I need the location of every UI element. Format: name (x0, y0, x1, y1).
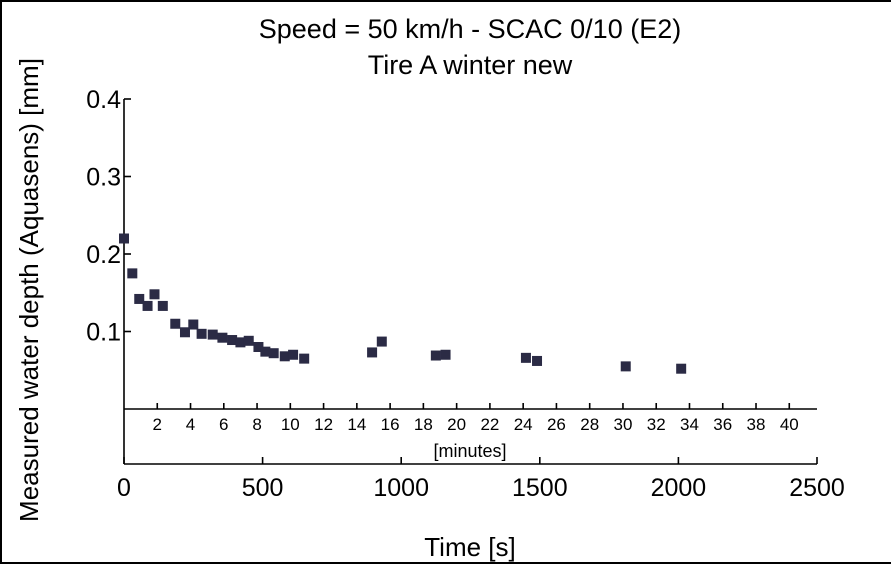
y-tick-label: 0.3 (86, 164, 121, 192)
data-point (367, 347, 378, 358)
y-tick-label: 0.4 (86, 86, 121, 114)
minutes-tick-label: 16 (381, 415, 400, 434)
minutes-tick-label: 24 (514, 415, 533, 434)
data-point (430, 350, 441, 361)
minutes-tick-label: 18 (414, 415, 433, 434)
x-axis-label: Time [s] (424, 532, 515, 562)
y-tick-label: 0.2 (86, 241, 121, 269)
data-point (235, 337, 246, 348)
x-tick-label: 0 (117, 474, 131, 502)
data-point (243, 335, 254, 346)
minutes-tick-label: 28 (580, 415, 599, 434)
y-axis-label: Measured water depth (Aquasens) [mm] (14, 58, 44, 522)
minutes-axis-label: [minutes] (433, 441, 506, 461)
data-point (170, 318, 181, 329)
x-tick-label: 500 (242, 474, 284, 502)
data-point (279, 351, 290, 362)
data-point (532, 355, 543, 366)
minutes-tick-label: 8 (252, 415, 261, 434)
minutes-tick-label: 12 (314, 415, 333, 434)
data-point (268, 348, 279, 359)
data-point (299, 353, 310, 364)
minutes-tick-label: 38 (747, 415, 766, 434)
minutes-tick-label: 36 (713, 415, 732, 434)
minutes-tick-label: 6 (219, 415, 228, 434)
minutes-tick-label: 30 (613, 415, 632, 434)
chart-title: Speed = 50 km/h - SCAC 0/10 (E2) (259, 14, 681, 44)
minutes-tick-label: 20 (447, 415, 466, 434)
data-point (149, 289, 160, 300)
x-tick-label: 2500 (789, 474, 845, 502)
data-point (134, 293, 145, 304)
minutes-tick-label: 32 (647, 415, 666, 434)
minutes-tick-label: 10 (281, 415, 300, 434)
data-point (157, 300, 168, 311)
minutes-tick-label: 40 (780, 415, 799, 434)
data-point (127, 268, 138, 279)
minutes-tick-label: 4 (186, 415, 195, 434)
data-point (440, 349, 451, 360)
data-point (179, 327, 190, 338)
data-point (196, 328, 207, 339)
minutes-tick-label: 2 (153, 415, 162, 434)
data-point (620, 361, 631, 372)
x-tick-label: 1500 (512, 474, 568, 502)
data-point (188, 319, 199, 330)
data-point (217, 332, 228, 343)
chart-subtitle: Tire A winter new (368, 50, 573, 80)
data-points (119, 233, 687, 374)
data-point (253, 342, 264, 352)
minutes-tick-label: 22 (480, 415, 499, 434)
data-point (676, 363, 687, 374)
data-point (260, 346, 271, 357)
data-point (376, 336, 387, 347)
data-point (520, 352, 531, 363)
minutes-tick-label: 14 (347, 415, 366, 434)
data-point (288, 349, 299, 360)
data-point (227, 335, 238, 346)
minutes-tick-label: 26 (547, 415, 566, 434)
y-tick-label: 0.1 (86, 319, 121, 347)
x-tick-label: 2000 (651, 474, 707, 502)
data-point (142, 300, 153, 311)
minutes-tick-label: 34 (680, 415, 699, 434)
x-tick-label: 1000 (373, 474, 429, 502)
data-point (119, 233, 129, 244)
data-point (207, 329, 218, 340)
